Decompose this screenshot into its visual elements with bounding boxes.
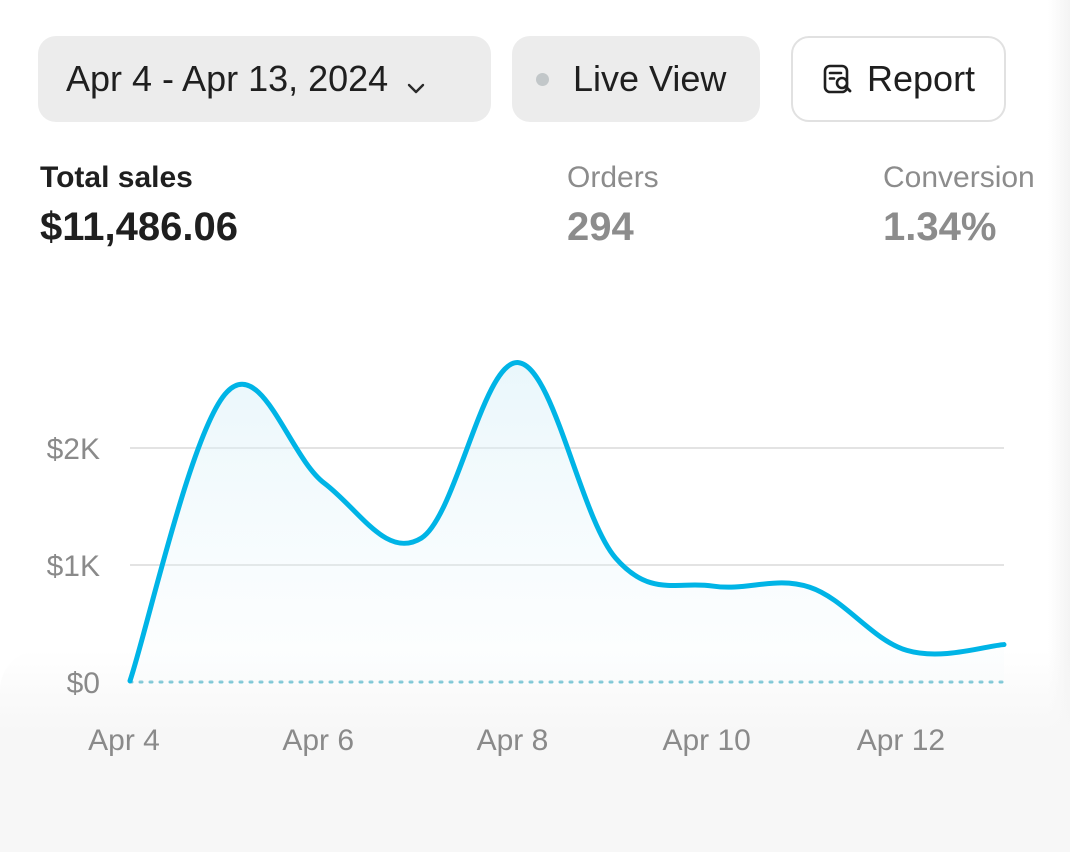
orders-value: 294 [567, 205, 634, 249]
x-tick-label: Apr 12 [857, 724, 945, 757]
x-tick-label: Apr 4 [88, 724, 160, 757]
series-area-fill [130, 362, 1004, 682]
live-view-label: Live View [573, 58, 727, 99]
y-tick-label: $2K [47, 433, 100, 466]
orders-label: Orders [567, 161, 659, 194]
date-range-label: Apr 4 - Apr 13, 2024 [66, 58, 389, 99]
total-sales-metric[interactable]: Total sales $11,486.06 [40, 160, 238, 252]
y-tick-label: $0 [67, 667, 100, 700]
x-tick-label: Apr 10 [662, 724, 750, 757]
sales-series-line [127, 360, 1007, 684]
toolbar: Apr 4 - Apr 13, 2024 Live View [38, 36, 1018, 124]
report-label: Report [867, 58, 976, 99]
conversion-value: 1.34% [883, 205, 997, 249]
y-tick-label: $1K [47, 550, 100, 583]
report-search-icon [821, 62, 855, 96]
conversion-label: Conversion [883, 161, 1035, 194]
conversion-metric[interactable]: Conversion 1.34% [883, 160, 1049, 252]
live-view-button[interactable]: Live View [512, 36, 760, 122]
live-status-dot-icon [536, 72, 549, 86]
total-sales-value: $11,486.06 [40, 205, 238, 249]
x-tick-label: Apr 8 [477, 724, 549, 757]
chevron-down-icon [404, 67, 428, 94]
date-range-button[interactable]: Apr 4 - Apr 13, 2024 [38, 36, 491, 122]
right-edge-shade [1048, 0, 1070, 852]
orders-metric[interactable]: Orders 294 [567, 160, 659, 252]
report-button[interactable]: Report [791, 36, 1006, 122]
bottom-panel-shade [0, 650, 1070, 852]
x-tick-label: Apr 6 [282, 724, 354, 757]
total-sales-label: Total sales [40, 161, 193, 194]
